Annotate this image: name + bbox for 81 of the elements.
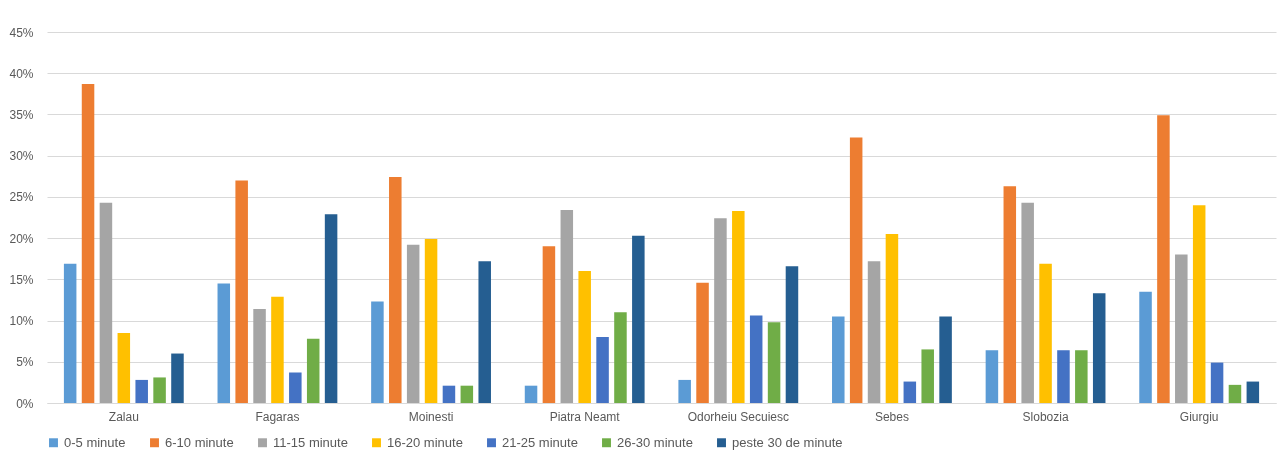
x-tick-label: Giurgiu (1179, 409, 1219, 424)
x-tick-label: Piatra Neamt (549, 409, 621, 424)
bar (289, 372, 302, 403)
bar (63, 263, 77, 403)
legend-label: 6-10 minute (165, 434, 234, 450)
y-tick-label: 15% (9, 272, 34, 287)
x-tick-label: Zalau (108, 409, 139, 424)
bar (478, 261, 491, 403)
bar (1139, 291, 1152, 403)
bar (324, 214, 338, 403)
bar (578, 271, 591, 403)
bar (985, 350, 999, 403)
y-tick-label: 10% (9, 314, 34, 329)
bar (632, 235, 645, 403)
bar (921, 349, 934, 403)
bar (885, 233, 899, 403)
legend-label: 0-5 minute (64, 434, 126, 450)
bar (442, 385, 456, 403)
bar (253, 309, 266, 403)
bar (524, 385, 538, 403)
legend-label: 11-15 minute (273, 434, 348, 450)
bar (1092, 293, 1106, 403)
bar (1057, 350, 1070, 403)
bar (849, 137, 863, 403)
bar (271, 296, 284, 403)
bar (135, 379, 148, 403)
bar (832, 316, 845, 403)
bar (1175, 254, 1188, 403)
bar (1210, 362, 1224, 403)
bar (767, 322, 781, 403)
bar (460, 385, 474, 403)
bar (306, 338, 320, 403)
y-tick-label: 5% (16, 355, 34, 370)
legend-label: 16-20 minute (387, 434, 463, 450)
legend-label: 26-30 minute (617, 434, 693, 450)
legend-label: 21-25 minute (502, 434, 578, 450)
bar (424, 238, 438, 403)
y-tick-label: 0% (16, 396, 34, 411)
x-tick-label: Slobozia (1022, 409, 1069, 424)
bar (153, 377, 166, 403)
bar (1246, 381, 1260, 403)
y-tick-label: 45% (9, 25, 34, 40)
x-tick-label: Odorheiu Secuiesc (687, 409, 790, 424)
bar (1192, 205, 1206, 403)
bar (785, 266, 799, 403)
y-tick-label: 20% (9, 231, 34, 246)
x-tick-label: Sebes (874, 409, 909, 424)
y-tick-label: 30% (9, 149, 34, 164)
x-tick-label: Fagaras (255, 409, 300, 424)
bar (867, 261, 881, 403)
bar (1003, 186, 1017, 403)
bar (99, 202, 113, 403)
bar (939, 316, 952, 403)
x-tick-label: Moinesti (408, 409, 454, 424)
y-tick-label: 25% (9, 190, 34, 205)
y-tick-label: 35% (9, 107, 34, 122)
bar (696, 282, 709, 403)
bar (614, 312, 627, 403)
bar (1157, 115, 1170, 403)
bar (596, 337, 609, 403)
bar (235, 180, 248, 403)
bar (371, 301, 384, 403)
bar (217, 283, 231, 403)
bar (406, 244, 420, 403)
y-tick-label: 40% (9, 66, 34, 81)
bar (81, 83, 95, 403)
bar (1021, 202, 1034, 403)
bar (542, 246, 556, 403)
bar (678, 379, 691, 403)
legend-label: peste 30 de minute (732, 434, 843, 450)
bar (749, 315, 763, 403)
bar (171, 353, 184, 403)
bar (732, 210, 745, 403)
bar (1228, 384, 1242, 403)
bar (903, 381, 917, 403)
bar (117, 332, 131, 403)
bar (389, 177, 402, 403)
bar (1075, 350, 1088, 403)
bar (1039, 263, 1052, 403)
bar (560, 210, 574, 403)
bar (714, 218, 727, 403)
